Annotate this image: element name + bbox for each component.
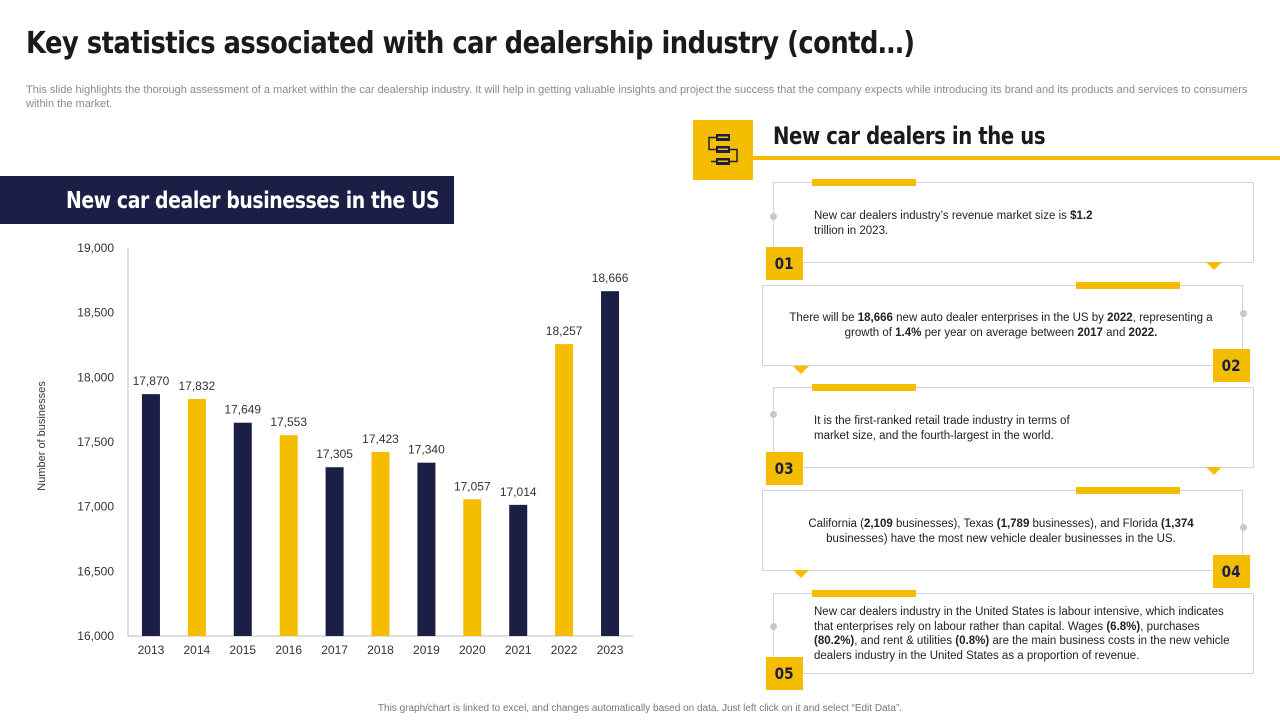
item-number-badge: 02: [1213, 349, 1250, 382]
timeline-dot: [1240, 310, 1247, 317]
timeline-dot: [770, 411, 777, 418]
bar-2014[interactable]: [187, 399, 206, 636]
bar-2022[interactable]: [555, 344, 574, 636]
y-tick-label: 16,500: [77, 564, 114, 578]
bar-2013[interactable]: [141, 394, 160, 636]
page-subtitle: This slide highlights the thorough asses…: [26, 84, 1248, 110]
chart-banner-title: New car dealer businesses in the US: [66, 188, 440, 214]
data-label: 18,257: [546, 324, 583, 338]
y-tick-label: 18,500: [77, 306, 114, 320]
stat-card-5: New car dealers industry in the United S…: [773, 590, 1254, 674]
item-number-badge: 04: [1213, 555, 1250, 588]
timeline-dot: [1240, 524, 1247, 531]
data-label: 17,014: [500, 485, 537, 499]
x-tick-label: 2022: [551, 643, 578, 657]
x-tick-label: 2013: [138, 643, 165, 657]
stat-card-1: New car dealers industry’s revenue marke…: [773, 179, 1254, 263]
data-label: 17,553: [270, 415, 307, 429]
stat-card-2: There will be 18,666 new auto dealer ent…: [762, 282, 1243, 366]
card-text: There will be 18,666 new auto dealer ent…: [789, 312, 1213, 339]
x-tick-label: 2020: [459, 643, 486, 657]
flowchart-icon: [693, 120, 753, 180]
card-accent-bar: [812, 590, 916, 597]
data-label: 17,305: [316, 447, 353, 461]
card-text: California (2,109 businesses), Texas (1,…: [808, 518, 1194, 545]
card-accent-bar: [812, 179, 916, 186]
card-text: New car dealers industry’s revenue marke…: [814, 210, 1093, 237]
bar-2020[interactable]: [463, 499, 482, 636]
card-pointer: [793, 570, 809, 578]
data-label: 17,340: [408, 443, 445, 457]
bar-2023[interactable]: [601, 291, 620, 636]
data-label: 17,832: [179, 379, 216, 393]
bar-2018[interactable]: [371, 451, 390, 636]
data-label: 17,057: [454, 479, 491, 493]
y-tick-label: 16,000: [77, 629, 114, 643]
card-pointer: [793, 366, 809, 374]
data-label: 18,666: [592, 271, 629, 285]
data-label: 17,870: [133, 374, 170, 388]
timeline-dot: [770, 213, 777, 220]
item-number-badge: 01: [766, 247, 803, 280]
stat-card-3: It is the first-ranked retail trade indu…: [773, 384, 1254, 468]
item-number-badge: 05: [766, 657, 803, 690]
x-tick-label: 2019: [413, 643, 440, 657]
x-tick-label: 2014: [184, 643, 211, 657]
data-label: 17,423: [362, 432, 399, 446]
bar-2015[interactable]: [233, 422, 252, 636]
y-tick-label: 18,000: [77, 370, 114, 384]
x-tick-label: 2016: [275, 643, 302, 657]
footer-note: This graph/chart is linked to excel, and…: [377, 703, 903, 714]
y-tick-label: 17,500: [77, 435, 114, 449]
item-number-badge: 03: [766, 452, 803, 485]
page-title: Key statistics associated with car deale…: [26, 26, 915, 61]
y-tick-label: 19,000: [77, 241, 114, 255]
card-pointer: [1206, 467, 1222, 475]
card-text: It is the first-ranked retail trade indu…: [814, 415, 1070, 442]
x-tick-label: 2018: [367, 643, 394, 657]
card-pointer: [1206, 262, 1222, 270]
card-accent-bar: [1076, 282, 1180, 289]
bar-2017[interactable]: [325, 467, 344, 636]
timeline-dot: [770, 623, 777, 630]
chart-banner: New car dealer businesses in the US: [0, 176, 454, 224]
x-tick-label: 2023: [597, 643, 624, 657]
card-accent-bar: [812, 384, 916, 391]
card-accent-bar: [1076, 487, 1180, 494]
x-tick-label: 2021: [505, 643, 532, 657]
right-panel-title: New car dealers in the us: [773, 122, 1046, 150]
bar-2021[interactable]: [509, 504, 528, 636]
bar-2019[interactable]: [417, 462, 436, 636]
bar-2016[interactable]: [279, 435, 298, 636]
card-text: New car dealers industry in the United S…: [814, 606, 1230, 662]
bar-chart[interactable]: 16,000 16,500 17,000 17,500 18,000 18,500 19,0…: [0, 230, 660, 670]
right-panel-underline: [753, 156, 1280, 160]
x-tick-label: 2017: [321, 643, 348, 657]
stat-card-4: California (2,109 businesses), Texas (1,…: [762, 487, 1243, 571]
data-label: 17,649: [224, 403, 261, 417]
x-tick-label: 2015: [229, 643, 256, 657]
y-tick-label: 17,000: [77, 500, 114, 514]
